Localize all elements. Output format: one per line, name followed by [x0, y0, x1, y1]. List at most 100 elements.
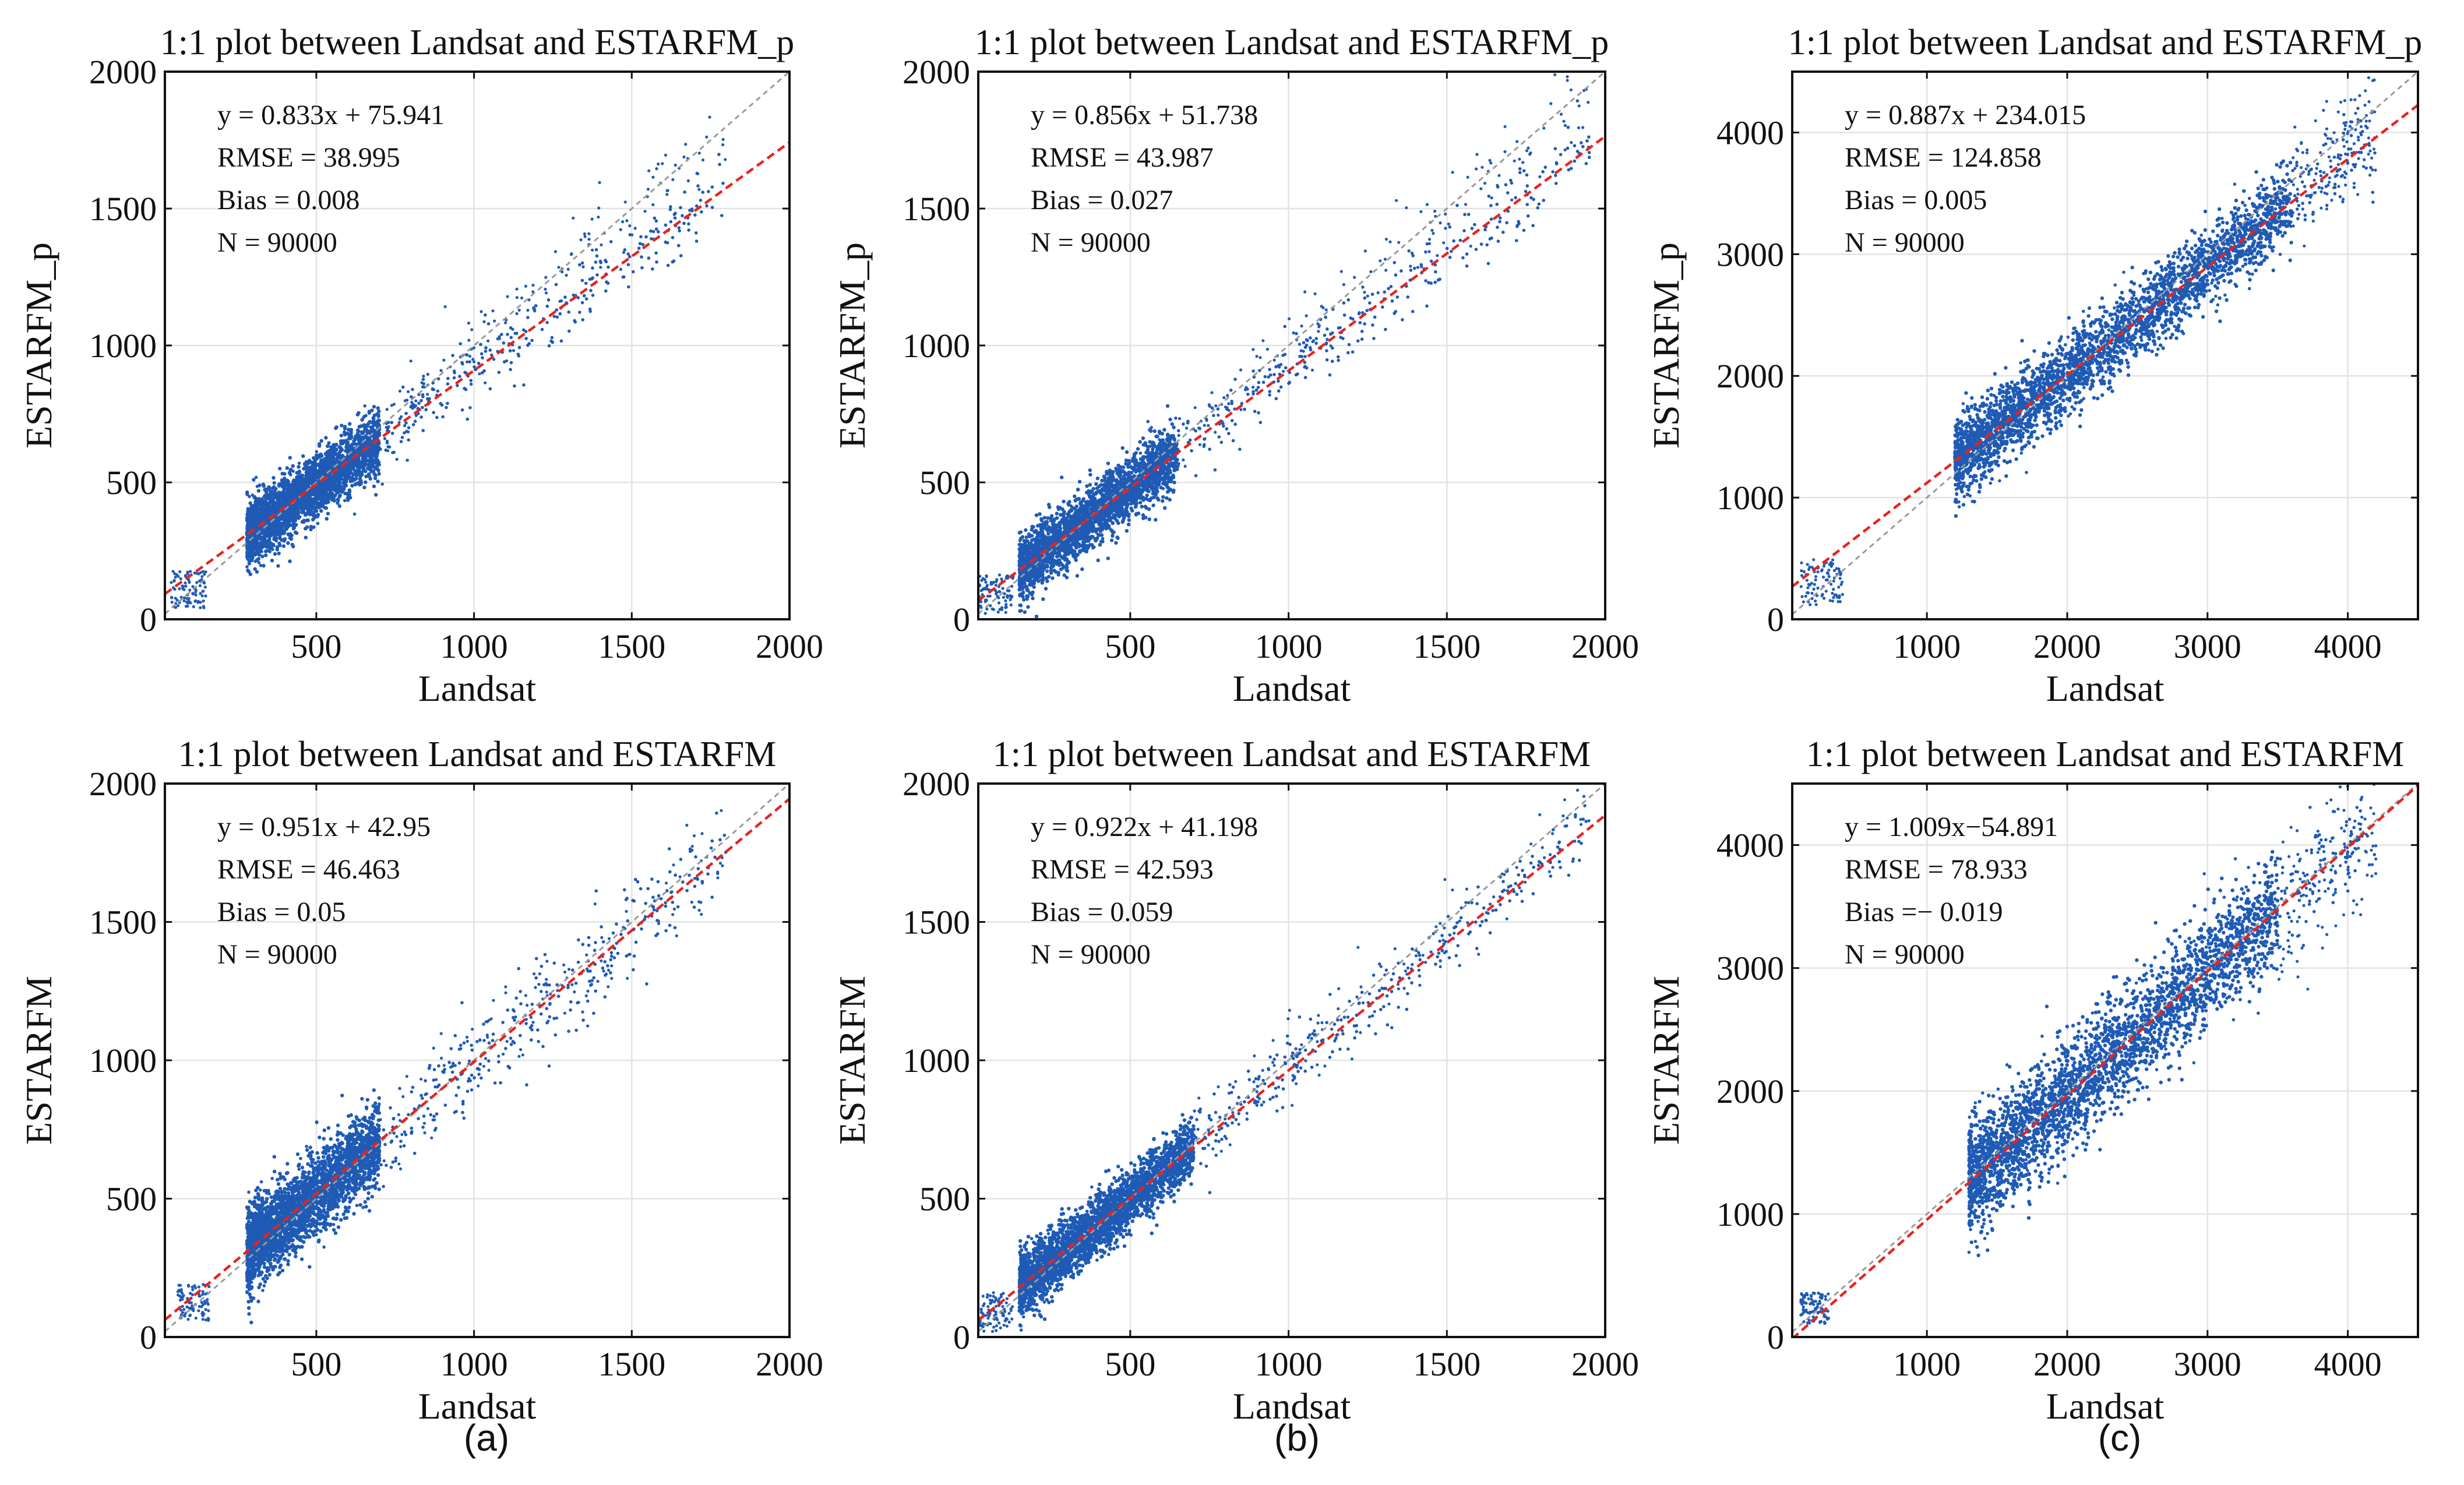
data-point — [341, 470, 345, 474]
data-point — [1125, 450, 1129, 454]
data-point — [309, 478, 313, 482]
data-point — [276, 564, 280, 568]
data-point — [338, 465, 341, 470]
data-point — [258, 542, 262, 546]
data-point — [202, 570, 205, 573]
data-point — [203, 573, 206, 576]
data-point — [255, 485, 259, 488]
data-point — [255, 538, 258, 542]
data-point — [380, 482, 384, 486]
data-point — [312, 507, 317, 511]
data-point — [407, 438, 410, 442]
data-point — [251, 544, 255, 548]
data-point — [1103, 476, 1107, 480]
data-point — [189, 601, 192, 605]
data-point — [558, 299, 562, 303]
data-point — [364, 435, 368, 439]
data-point — [291, 470, 295, 473]
data-point — [376, 463, 379, 467]
data-point — [246, 516, 251, 520]
data-point — [313, 489, 317, 493]
data-point — [622, 275, 626, 279]
data-point — [283, 477, 287, 481]
data-point — [315, 450, 319, 454]
data-point — [443, 305, 447, 309]
data-point — [386, 449, 390, 453]
data-point — [200, 575, 204, 579]
data-point — [623, 248, 627, 252]
data-point — [661, 162, 664, 165]
data-point — [619, 267, 622, 271]
data-point — [264, 509, 267, 513]
data-point — [348, 433, 352, 438]
data-point — [364, 480, 368, 484]
data-point — [470, 328, 474, 331]
data-point — [385, 408, 389, 411]
data-point — [297, 516, 301, 520]
data-point — [581, 318, 584, 322]
data-point — [679, 206, 682, 210]
data-point — [175, 573, 178, 576]
data-point — [305, 525, 309, 530]
data-point — [349, 470, 353, 475]
data-point — [256, 489, 261, 493]
data-point — [371, 469, 376, 474]
data-point — [428, 397, 431, 401]
data-point — [302, 520, 306, 524]
data-point — [345, 443, 349, 448]
data-point — [343, 499, 347, 503]
data-point — [643, 210, 647, 213]
data-point — [329, 484, 334, 488]
data-point — [283, 528, 287, 532]
data-point — [646, 188, 650, 191]
data-point — [567, 310, 570, 314]
data-point — [1162, 441, 1166, 445]
data-point — [651, 203, 655, 206]
data-point — [710, 206, 714, 209]
data-point — [1074, 505, 1079, 509]
data-point — [414, 404, 418, 407]
data-point — [255, 570, 259, 574]
data-point — [649, 229, 653, 233]
data-point — [262, 535, 266, 539]
data-point — [1056, 559, 1060, 563]
data-point — [320, 466, 325, 470]
data-point — [465, 353, 469, 357]
data-point — [1039, 574, 1044, 578]
data-point — [657, 162, 660, 166]
data-point — [359, 449, 363, 452]
data-point — [1024, 535, 1029, 539]
data-point — [246, 541, 250, 545]
data-point — [678, 229, 681, 233]
data-point — [544, 276, 548, 279]
data-point — [584, 281, 588, 285]
data-point — [530, 338, 534, 343]
data-point — [272, 481, 276, 485]
data-point — [184, 584, 188, 588]
data-point — [496, 337, 499, 341]
data-point — [406, 398, 409, 402]
data-point — [261, 540, 265, 544]
data-point — [597, 206, 601, 210]
data-point — [305, 512, 309, 516]
data-point — [170, 581, 173, 584]
data-point — [358, 474, 362, 479]
data-point — [312, 516, 317, 520]
data-point — [1075, 541, 1080, 545]
data-point — [341, 489, 345, 492]
data-point — [411, 403, 415, 407]
data-point — [366, 431, 371, 435]
data-point — [378, 431, 382, 435]
data-point — [1114, 466, 1118, 471]
data-point — [201, 590, 205, 593]
data-point — [1161, 495, 1165, 499]
data-point — [414, 399, 418, 403]
data-point — [509, 361, 513, 365]
data-point — [446, 382, 450, 386]
data-point — [435, 415, 439, 419]
data-point — [421, 385, 425, 389]
data-point — [674, 163, 677, 167]
data-point — [194, 590, 198, 594]
data-point — [724, 158, 727, 161]
data-point — [373, 466, 378, 471]
